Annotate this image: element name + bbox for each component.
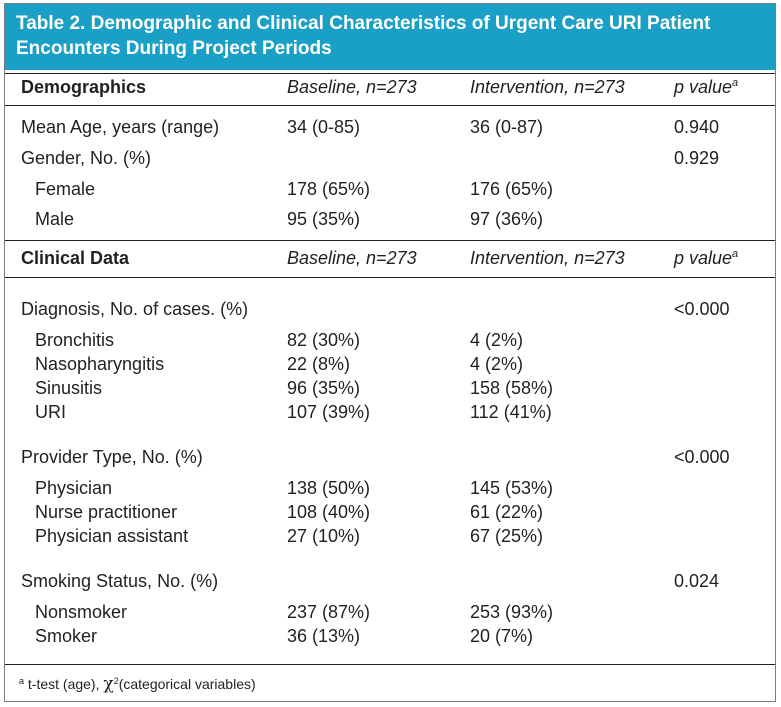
row-label-uri: URI — [35, 402, 66, 422]
rule-demographics-header — [5, 105, 775, 106]
row-label-male: Male — [35, 209, 75, 229]
pvalue-text: p value — [674, 77, 733, 97]
row-label-female: Female — [35, 179, 96, 199]
rule-top — [5, 73, 775, 74]
clinical-header-pvalue: p valuea — [674, 247, 738, 272]
row-label-provider-type-no: Provider Type, No. (%) — [21, 447, 203, 467]
table-title-line-1: Table 2. Demographic and Clinical Charac… — [16, 13, 711, 34]
cell-intervention-physician-assistant: 67 (25%) — [470, 526, 544, 546]
cell-intervention-male: 97 (36%) — [470, 209, 544, 229]
pvalue-text: p value — [674, 248, 733, 268]
cell-baseline-physician: 138 (50%) — [287, 478, 371, 498]
cell-pvalue-diagnosis-no-of-cases: <0.000 — [674, 299, 730, 319]
cell-intervention-mean-age-years-range: 36 (0-87) — [470, 117, 544, 137]
demographics-header-intervention: Intervention, n=273 — [470, 77, 625, 97]
table-frame: Table 2. Demographic and Clinical Charac… — [4, 3, 776, 702]
footnote-text-2: (categorical variables) — [118, 676, 256, 692]
cell-intervention-nasopharyngitis: 4 (2%) — [470, 354, 524, 374]
rule-clinical-header — [5, 277, 775, 278]
row-label-nasopharyngitis: Nasopharyngitis — [35, 354, 165, 374]
row-label-bronchitis: Bronchitis — [35, 330, 115, 350]
clinical-header-label: Clinical Data — [21, 248, 130, 268]
row-label-smoking-status-no: Smoking Status, No. (%) — [21, 571, 219, 591]
cell-intervention-nurse-practitioner: 61 (22%) — [470, 502, 544, 522]
table-title-bar: Table 2. Demographic and Clinical Charac… — [5, 4, 775, 70]
table-title-line-2: Encounters During Project Periods — [16, 38, 332, 59]
demographics-header-baseline: Baseline, n=273 — [287, 77, 417, 97]
clinical-header-intervention: Intervention, n=273 — [470, 248, 625, 268]
cell-baseline-uri: 107 (39%) — [287, 402, 371, 422]
cell-intervention-uri: 112 (41%) — [470, 402, 552, 422]
rule-clinical-top — [5, 240, 775, 241]
cell-baseline-sinusitis: 96 (35%) — [287, 378, 361, 398]
row-label-physician: Physician — [35, 478, 113, 498]
cell-baseline-nasopharyngitis: 22 (8%) — [287, 354, 351, 374]
cell-baseline-smoker: 36 (13%) — [287, 626, 361, 646]
chi-symbol: χ — [103, 674, 114, 694]
row-label-physician-assistant: Physician assistant — [35, 526, 189, 546]
cell-intervention-bronchitis: 4 (2%) — [470, 330, 524, 350]
cell-baseline-bronchitis: 82 (30%) — [287, 330, 361, 350]
footnote: a t-test (age), χ2(categorical variables… — [19, 674, 256, 694]
cell-baseline-male: 95 (35%) — [287, 209, 361, 229]
cell-intervention-female: 176 (65%) — [470, 179, 554, 199]
pvalue-superscript: a — [732, 77, 739, 89]
pvalue-superscript: a — [732, 248, 739, 260]
cell-pvalue-smoking-status-no: 0.024 — [674, 571, 720, 591]
rule-footnote — [5, 664, 775, 665]
cell-intervention-nonsmoker: 253 (93%) — [470, 602, 554, 622]
row-label-gender-no: Gender, No. (%) — [21, 148, 152, 168]
cell-intervention-physician: 145 (53%) — [470, 478, 554, 498]
row-label-diagnosis-no-of-cases: Diagnosis, No. of cases. (%) — [21, 299, 249, 319]
cell-baseline-nonsmoker: 237 (87%) — [287, 602, 371, 622]
cell-baseline-physician-assistant: 27 (10%) — [287, 526, 361, 546]
row-label-nurse-practitioner: Nurse practitioner — [35, 502, 178, 522]
footnote-marker: a — [19, 676, 25, 686]
cell-pvalue-gender-no: 0.929 — [674, 148, 720, 168]
cell-pvalue-provider-type-no: <0.000 — [674, 447, 730, 467]
row-label-nonsmoker: Nonsmoker — [35, 602, 128, 622]
row-label-mean-age-years-range: Mean Age, years (range) — [21, 117, 220, 137]
cell-baseline-mean-age-years-range: 34 (0-85) — [287, 117, 361, 137]
cell-baseline-nurse-practitioner: 108 (40%) — [287, 502, 371, 522]
cell-pvalue-mean-age-years-range: 0.940 — [674, 117, 720, 137]
clinical-header-baseline: Baseline, n=273 — [287, 248, 417, 268]
cell-baseline-female: 178 (65%) — [287, 179, 371, 199]
chi-superscript: 2 — [113, 676, 119, 686]
cell-intervention-smoker: 20 (7%) — [470, 626, 534, 646]
demographics-header-pvalue: p valuea — [674, 76, 738, 101]
row-label-sinusitis: Sinusitis — [35, 378, 103, 398]
demographics-header-label: Demographics — [21, 77, 147, 97]
footnote-text-1: t-test (age), — [27, 676, 104, 692]
cell-intervention-sinusitis: 158 (58%) — [470, 378, 554, 398]
row-label-smoker: Smoker — [35, 626, 98, 646]
